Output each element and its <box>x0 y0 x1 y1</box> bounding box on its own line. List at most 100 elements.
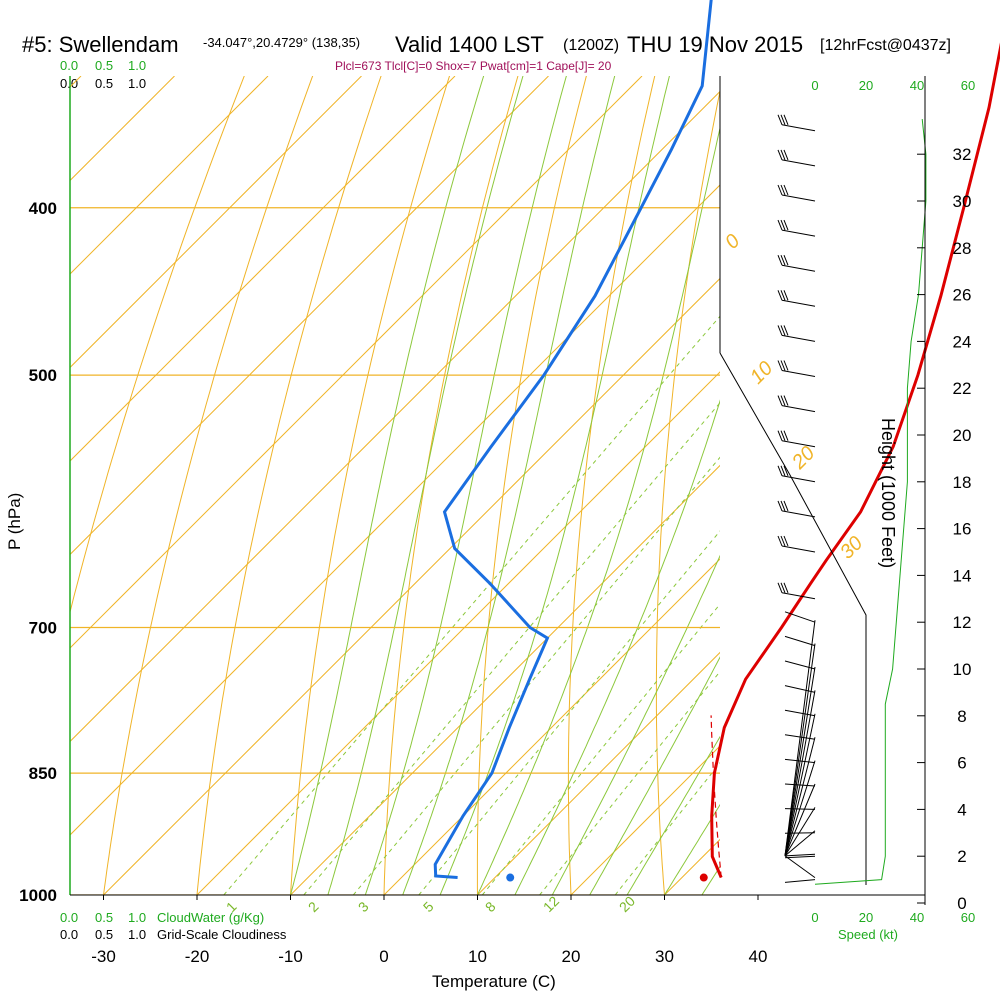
isotherm-line <box>70 76 456 462</box>
dry-adiabat-line <box>981 0 1000 895</box>
x-tick-label: -10 <box>278 947 303 966</box>
height-tick-label: 20 <box>953 426 972 445</box>
height-tick-label: 6 <box>957 754 966 773</box>
wind-barb <box>777 184 816 202</box>
cloud-scale-bottom-green-2: 1.0 <box>128 910 146 925</box>
mixing-ratio-label: 2 <box>305 898 322 915</box>
height-tick-label: 4 <box>957 800 966 819</box>
dry-adiabat-line <box>383 76 519 895</box>
moist-adiabat-line <box>626 735 720 895</box>
cloud-scale-top: 0.0 0.5 1.0 0.0 0.5 1.0 <box>60 58 146 91</box>
temperature-line <box>710 42 1000 879</box>
isotherm-line <box>70 76 175 182</box>
wind-barb-flag <box>780 500 786 512</box>
wind-barb <box>784 709 816 857</box>
wind-barb-flag <box>777 184 783 196</box>
wind-barb-flag <box>783 500 789 512</box>
wind-speed-line <box>814 119 927 885</box>
isotherm-line <box>70 184 720 836</box>
speed-bottom-tick: 0 <box>811 910 818 925</box>
speed-top-tick: 60 <box>961 78 975 93</box>
cloud-scale-top-green-0: 0.0 <box>60 58 78 73</box>
wind-barb-flag <box>780 430 786 441</box>
wind-barb-staff <box>781 229 816 237</box>
height-tick-label: 18 <box>953 473 972 492</box>
isotherm-line <box>290 464 720 895</box>
wind-barb-staff <box>781 299 816 307</box>
wind-barb <box>777 114 816 132</box>
pressure-tick-label: 700 <box>29 618 57 637</box>
wind-barb <box>784 853 816 859</box>
wind-barb-flag <box>780 219 786 231</box>
wind-barb-staff <box>784 737 816 857</box>
isotherm-line <box>477 651 720 895</box>
wind-barb-staff <box>781 545 816 553</box>
wind-barb-staff <box>784 783 816 857</box>
dry-adiabat-line <box>290 76 451 895</box>
isotherm-right-label: 10 <box>746 357 777 388</box>
x-tick-label: 30 <box>655 947 674 966</box>
pressure-tick-label: 300 <box>29 0 57 2</box>
mixing-ratio-label: 3 <box>355 898 372 915</box>
wind-barb <box>777 582 816 600</box>
moist-adiabat-line <box>364 76 567 895</box>
wind-barb-staff <box>784 690 816 856</box>
parcel-path-line <box>710 715 722 878</box>
cloud-scale-bottom-green-1: 0.5 <box>95 910 113 925</box>
wind-barb-staff <box>784 760 816 857</box>
surface-dewpoint-marker <box>506 873 515 882</box>
speed-axis-label: Speed (kt) <box>838 927 898 942</box>
moist-adiabat-line <box>589 656 720 895</box>
wind-barb <box>777 535 816 553</box>
cloud-scale-bottom-green-0: 0.0 <box>60 910 78 925</box>
wind-barb-flag <box>783 219 789 231</box>
wind-barb-flag <box>780 149 786 161</box>
height-tick-label: 22 <box>953 379 972 398</box>
moist-adiabat-line <box>327 76 524 895</box>
wind-barb-flag <box>780 290 786 301</box>
wind-barb-staff <box>781 440 816 448</box>
wind-barb-flag <box>777 114 783 125</box>
mixing-ratio-line <box>614 762 720 895</box>
wind-barb-staff <box>781 405 816 413</box>
wind-barb-flag <box>783 184 789 196</box>
isotherm-line <box>70 90 720 743</box>
wind-barb <box>777 325 816 342</box>
axes: -30-20-100102030402503004005007008501000… <box>19 0 971 966</box>
cloud-scale-top-black-1: 0.5 <box>95 76 113 91</box>
wind-panel: 0 20 40 600 20 40 60 <box>719 78 975 925</box>
x-tick-label: 20 <box>562 947 581 966</box>
wind-barb-flag <box>784 855 816 859</box>
cloud-scale-top-black-2: 1.0 <box>128 76 146 91</box>
wind-barb-flag <box>780 395 786 406</box>
moist-adiabat-line <box>514 399 720 895</box>
pressure-tick-label: 500 <box>29 366 57 385</box>
moist-adiabat-line <box>664 803 720 895</box>
wind-barb-staff <box>781 370 816 377</box>
height-tick-label: 16 <box>953 520 972 539</box>
wind-barb-flag <box>780 325 786 336</box>
isotherm-line <box>196 371 720 895</box>
wind-barb-flag <box>784 611 816 623</box>
dry-adiabat-line <box>196 76 382 895</box>
dry-adiabat-line <box>476 76 587 895</box>
speed-top-tick: 40 <box>910 78 924 93</box>
moist-adiabat-line <box>402 76 616 895</box>
cloudiness-label: Grid-Scale Cloudiness <box>157 927 287 942</box>
wind-barb-flag <box>777 149 783 161</box>
mixing-ratio-label: 8 <box>482 898 499 915</box>
isotherm-right-label: 30 <box>836 532 867 563</box>
wind-barb-flag <box>777 219 783 231</box>
wind-barb-flag <box>783 395 789 406</box>
wind-barb-flag <box>777 582 783 593</box>
wind-barb <box>777 219 816 237</box>
x-tick-label: 40 <box>749 947 768 966</box>
wind-barb-flag <box>780 465 786 476</box>
y-axis-label: P (hPa) <box>5 493 24 550</box>
wind-barb <box>777 149 816 167</box>
wind-barb-flag <box>777 255 783 266</box>
speed-bottom-tick: 40 <box>910 910 924 925</box>
wind-barb-flag <box>777 395 783 406</box>
wind-barb-staff <box>781 159 816 167</box>
